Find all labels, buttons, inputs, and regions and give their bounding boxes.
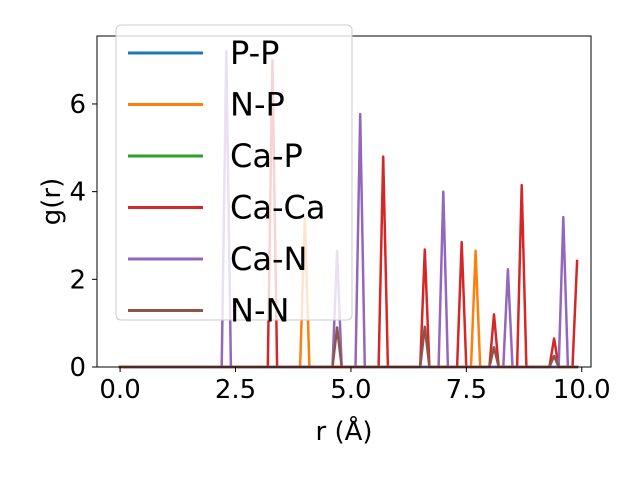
legend-label: Ca-Ca [230,189,325,227]
legend-label: P-P [230,34,279,72]
legend-label: N-P [230,86,285,124]
y-axis-label: g(r) [37,178,67,225]
legend-label: N-N [230,292,289,330]
x-tick-label: 7.5 [446,375,487,405]
x-tick-label: 2.5 [215,375,256,405]
y-tick-label: 4 [69,178,86,208]
y-tick-label: 0 [69,353,86,383]
x-axis-label: r (Å) [315,415,372,447]
legend-label: Ca-P [230,137,303,175]
legend-label: Ca-N [230,240,307,278]
series-line-n-n [118,325,579,369]
legend: P-P N-P Ca-P Ca-Ca Ca-N N-N [115,24,353,330]
y-axis-ticks: 0 2 4 6 [69,90,97,383]
x-tick-label: 5.0 [330,375,371,405]
y-tick-label: 2 [69,265,86,295]
legend-box [115,24,353,321]
x-axis-ticks: 0.0 2.5 5.0 7.5 10.0 [99,367,611,405]
x-tick-label: 0.0 [99,375,140,405]
x-tick-label: 10.0 [553,375,611,405]
y-tick-label: 6 [69,90,86,120]
